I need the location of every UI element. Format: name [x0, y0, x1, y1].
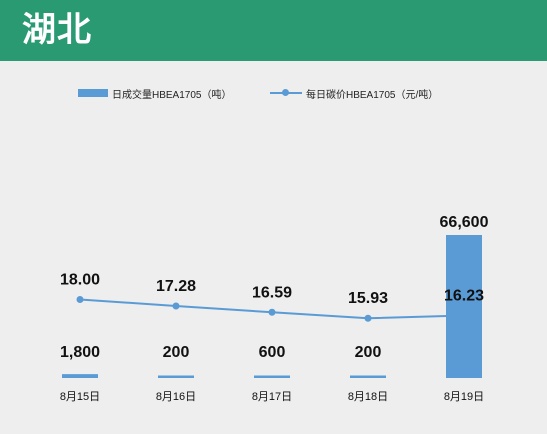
header-bar: 湖北: [0, 0, 547, 61]
bar-1: [62, 374, 98, 378]
legend-swatch-bar: [78, 89, 108, 97]
bar-value-label-4: 200: [355, 344, 382, 361]
price-point-1: [76, 295, 84, 303]
x-tick-label-4: 8月18日: [348, 391, 388, 403]
price-value-label-1: 18.00: [60, 271, 100, 288]
bar-3: [254, 375, 290, 378]
legend: 日成交量HBEA1705（吨） 每日碳价HBEA1705（元/吨）: [0, 84, 547, 102]
x-tick-label-3: 8月17日: [252, 391, 292, 403]
bar-5: [446, 235, 482, 378]
x-tick-label-1: 8月15日: [60, 391, 100, 403]
price-point-5: [460, 312, 468, 320]
legend-item-price: 每日碳价HBEA1705（元/吨）: [270, 84, 438, 102]
price-point-3: [268, 308, 276, 316]
bar-value-label-5: 66,600: [440, 214, 489, 231]
bar-value-label-3: 600: [259, 344, 286, 361]
legend-item-volume: 日成交量HBEA1705（吨）: [78, 84, 231, 102]
legend-label-volume: 日成交量HBEA1705（吨）: [112, 89, 232, 101]
legend-label-price: 每日碳价HBEA1705（元/吨）: [306, 89, 439, 101]
bar-value-label-1: 1,800: [60, 344, 100, 361]
legend-swatch-line: [270, 89, 302, 96]
page-title: 湖北: [22, 11, 92, 49]
x-tick-label-5: 8月19日: [444, 391, 484, 403]
price-value-label-2: 17.28: [156, 278, 196, 295]
price-value-label-5: 16.23: [444, 288, 484, 305]
price-point-2: [172, 302, 180, 310]
price-value-label-3: 16.59: [252, 284, 292, 301]
bar-value-label-2: 200: [163, 344, 190, 361]
x-tick-label-2: 8月16日: [156, 391, 196, 403]
price-value-label-4: 15.93: [348, 290, 388, 307]
bar-4: [350, 375, 386, 378]
price-point-4: [364, 314, 372, 322]
bar-2: [158, 375, 194, 378]
